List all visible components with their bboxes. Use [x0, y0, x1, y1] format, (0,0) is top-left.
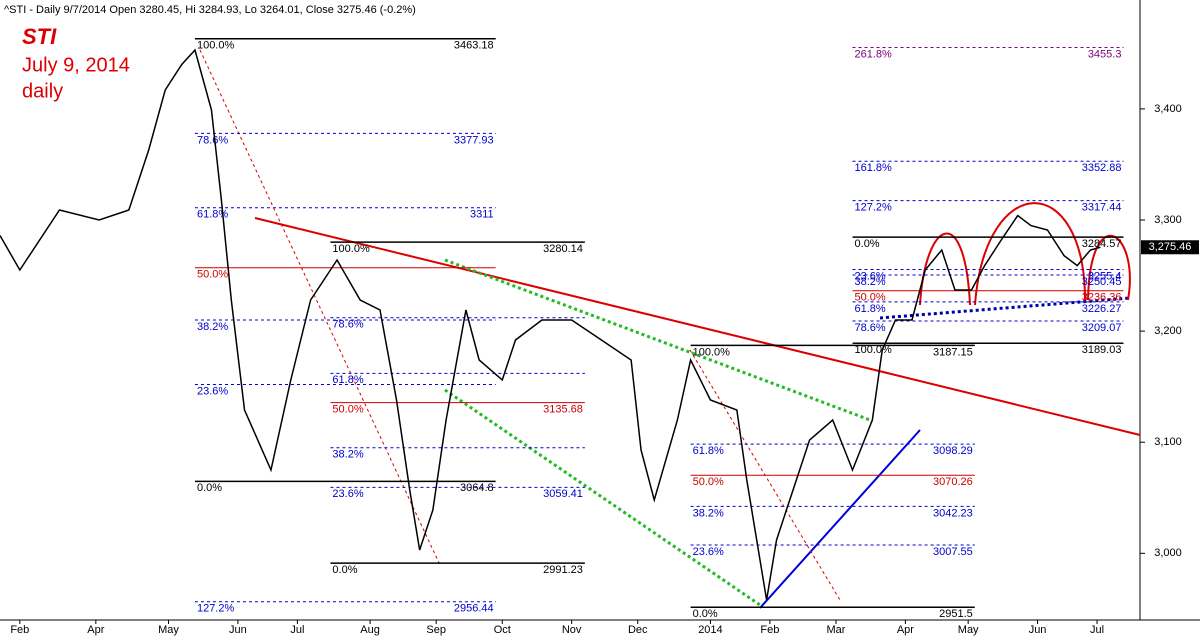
fib-pct: 78.6%	[197, 134, 228, 146]
fib-pct: 23.6%	[197, 385, 228, 397]
fib-pct: 100.0%	[855, 344, 893, 356]
fib-price: 3064.8	[460, 482, 494, 494]
x-tick-label: Jun	[1029, 624, 1047, 636]
fib-pct: 127.2%	[197, 603, 235, 615]
x-tick-label: Jun	[229, 624, 247, 636]
chart-title: STI	[22, 24, 57, 49]
last-price-label: 3,275.46	[1149, 241, 1192, 253]
x-tick-label: May	[158, 624, 179, 636]
fib-pct: 23.6%	[855, 270, 886, 282]
x-tick-label: Feb	[760, 624, 779, 636]
y-tick-label: 3,400	[1154, 103, 1182, 115]
y-tick-label: 3,000	[1154, 547, 1182, 559]
fib-price: 3455.3	[1088, 48, 1122, 60]
fib-pct: 78.6%	[332, 319, 363, 331]
fib-pct: 100.0%	[693, 346, 731, 358]
fib-pct: 100.0%	[332, 243, 370, 255]
fib-price: 3377.93	[454, 134, 494, 146]
subtitle: July 9, 2014	[22, 54, 130, 76]
x-tick-label: Apr	[87, 624, 104, 636]
fib-price: 3463.18	[454, 40, 494, 52]
fib-price: 2956.44	[454, 603, 494, 615]
fib-price: 3317.44	[1082, 202, 1122, 214]
fib-swing	[199, 49, 441, 566]
fib-pct: 23.6%	[332, 488, 363, 500]
fib-pct: 161.8%	[855, 162, 893, 174]
fib-pct: 0.0%	[693, 608, 718, 620]
fib-price: 3059.41	[543, 488, 583, 500]
fib-price: 3226.27	[1082, 303, 1122, 315]
fib-price: 3070.26	[933, 476, 973, 488]
x-tick-label: Jul	[290, 624, 304, 636]
x-tick-label: Oct	[494, 624, 511, 636]
fib-pct: 0.0%	[197, 482, 222, 494]
fib-price: 3280.14	[543, 243, 583, 255]
fib-price: 3236.36	[1082, 292, 1122, 304]
fib-pct: 127.2%	[855, 202, 893, 214]
fib-pct: 50.0%	[332, 403, 363, 415]
fib-price: 3311	[470, 209, 494, 221]
y-tick-label: 3,300	[1154, 214, 1182, 226]
fib-price: 3250.45	[1082, 276, 1122, 288]
fib-pct: 38.2%	[332, 449, 363, 461]
x-tick-label: Apr	[897, 624, 914, 636]
fib-pct: 61.8%	[197, 209, 228, 221]
x-tick-label: Feb	[10, 624, 29, 636]
last-price-box	[1141, 240, 1199, 255]
x-tick-label: Mar	[827, 624, 846, 636]
x-tick-label: 2014	[698, 624, 722, 636]
fib-pct: 61.8%	[693, 445, 724, 457]
fib-pct: 38.2%	[197, 321, 228, 333]
fib-price: 3007.55	[933, 546, 973, 558]
y-tick-label: 3,100	[1154, 436, 1182, 448]
x-tick-label: Jul	[1090, 624, 1104, 636]
fib-price: 3284.57	[1082, 238, 1122, 250]
fib-pct: 50.0%	[197, 269, 228, 281]
downtrend	[254, 217, 1141, 436]
fib-price: 3352.88	[1082, 162, 1122, 174]
fib-pct: 61.8%	[332, 374, 363, 386]
channel-top	[444, 258, 871, 422]
fib-pct: 0.0%	[855, 238, 880, 250]
fib-price: 3098.29	[933, 445, 973, 457]
uptrend	[759, 429, 921, 609]
fib-pct: 50.0%	[693, 476, 724, 488]
fib-pct: 61.8%	[855, 303, 886, 315]
y-tick-label: 3,200	[1154, 325, 1182, 337]
fib-pct: 0.0%	[332, 564, 357, 576]
fib-pct: 38.2%	[855, 276, 886, 288]
fib-price: 2951.5	[939, 608, 973, 620]
header: ^STI - Daily 9/7/2014 Open 3280.45, Hi 3…	[4, 4, 416, 16]
fib-price: 2991.23	[543, 564, 583, 576]
fib-price: 3187.15	[933, 346, 973, 358]
fib-pct: 261.8%	[855, 48, 893, 60]
fib-pct: 23.6%	[693, 546, 724, 558]
shoulder-arc	[1087, 234, 1131, 301]
price-line	[0, 48, 1101, 601]
subtitle: daily	[22, 80, 63, 102]
fib-pct: 50.0%	[855, 292, 886, 304]
x-tick-label: Sep	[426, 624, 446, 636]
x-tick-label: Aug	[360, 624, 380, 636]
fib-price: 3189.03	[1082, 344, 1122, 356]
x-tick-label: Dec	[628, 624, 648, 636]
fib-price: 3209.07	[1082, 322, 1122, 334]
fib-price: 3135.68	[543, 403, 583, 415]
x-tick-label: May	[958, 624, 979, 636]
x-tick-label: Nov	[562, 624, 582, 636]
fib-price: 3042.23	[933, 507, 973, 519]
fib-pct: 100.0%	[197, 40, 235, 52]
fib-pct: 78.6%	[855, 322, 886, 334]
fib-price: 3255.4	[1088, 270, 1122, 282]
fib-pct: 38.2%	[693, 507, 724, 519]
head-arc	[974, 202, 1086, 306]
